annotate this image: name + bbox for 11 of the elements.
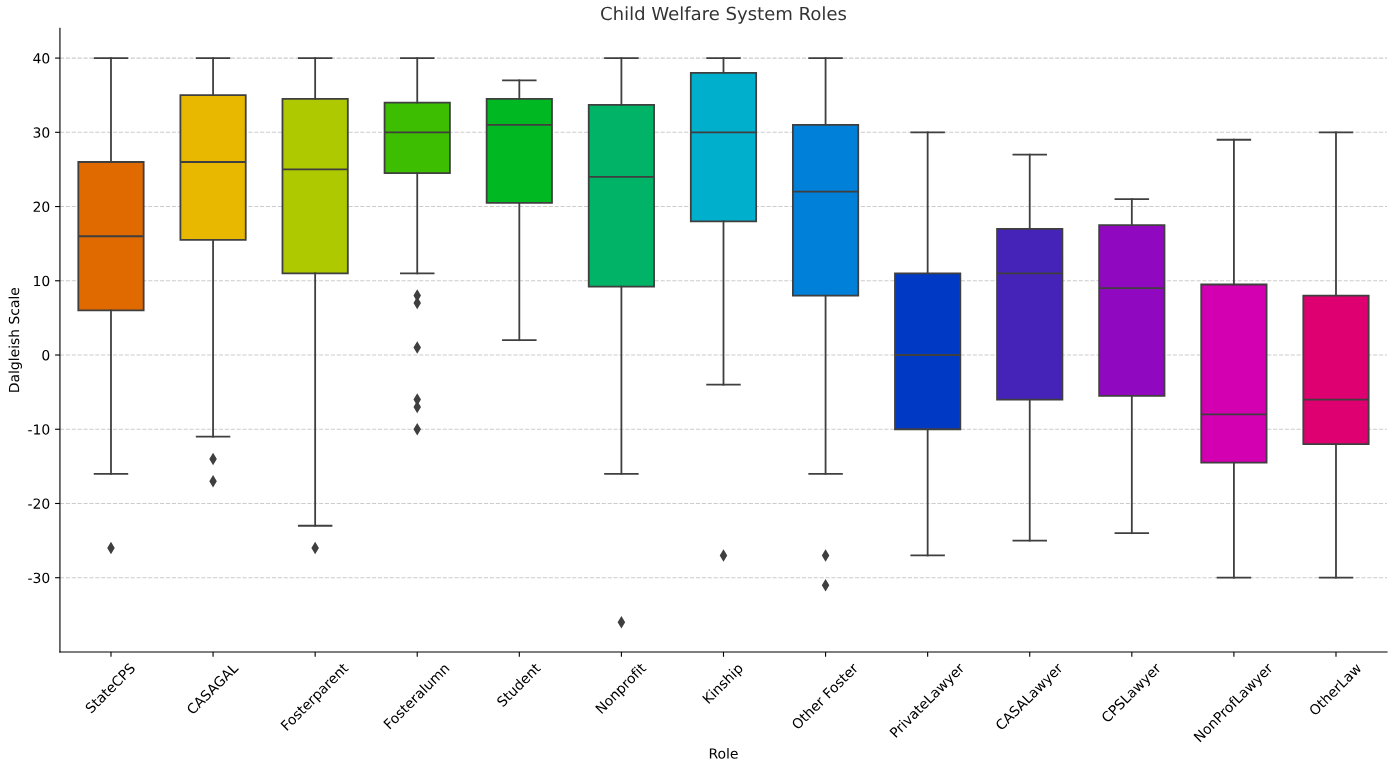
y-tick-label: 30	[33, 127, 50, 138]
x-axis-title: Role	[709, 747, 738, 759]
y-tick-label: 40	[33, 53, 50, 64]
chart-title: Child Welfare System Roles	[601, 6, 847, 24]
y-tick-label: -30	[28, 572, 50, 584]
y-tick-label: -20	[28, 498, 50, 509]
y-tick-label: 0	[42, 349, 50, 361]
y-tick-label: -10	[28, 424, 50, 435]
y-tick-label: 20	[33, 201, 50, 213]
y-axis-title: Dalgleish Scale	[8, 287, 22, 392]
y-tick-label: 10	[34, 275, 50, 287]
